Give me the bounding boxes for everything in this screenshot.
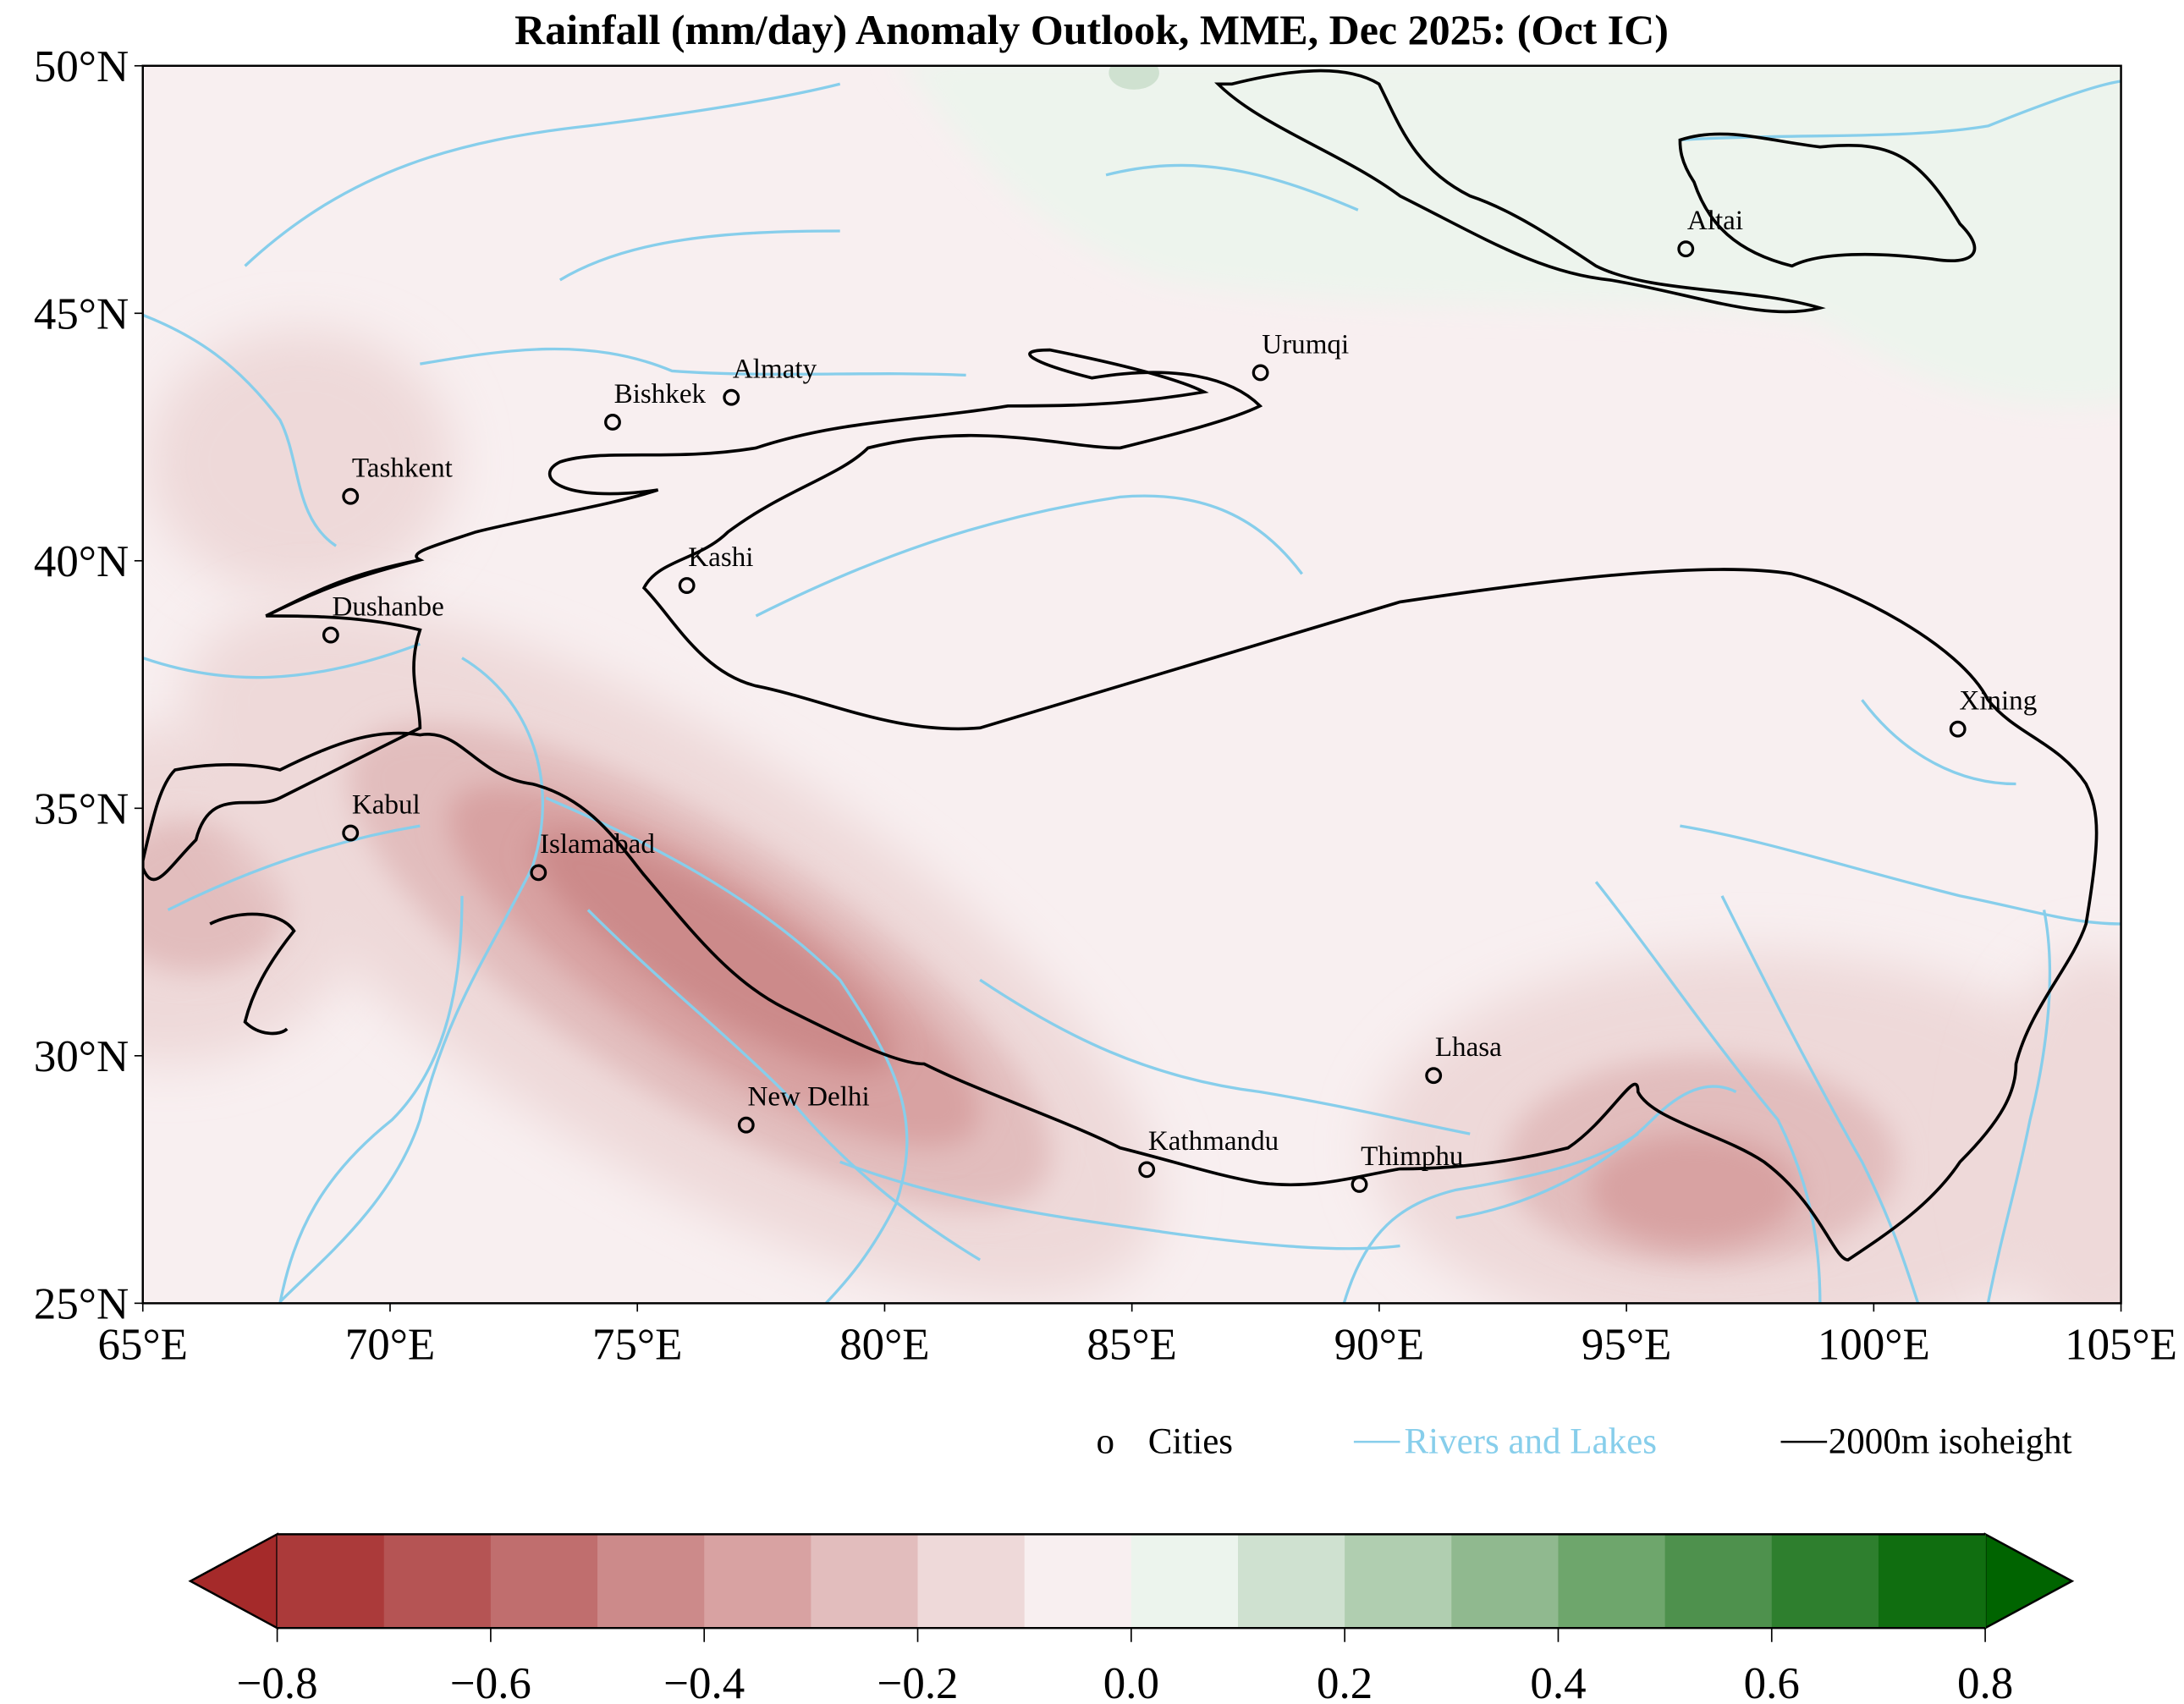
colorbar-bin — [1878, 1534, 1986, 1629]
colorbar-bin — [1771, 1534, 1879, 1629]
colorbar-tick-label: −0.4 — [663, 1659, 745, 1704]
colorbar-tick-label: −0.6 — [450, 1659, 531, 1704]
legend-rivers-label: Rivers and Lakes — [1404, 1421, 1657, 1461]
colorbar-bin — [704, 1534, 812, 1629]
colorbar-bin — [277, 1534, 385, 1629]
colorbar-bin — [1024, 1534, 1132, 1629]
x-tick-label: 65°E — [98, 1321, 188, 1370]
positive-anomaly-region — [903, 65, 2121, 406]
colorbar-bin — [1345, 1534, 1453, 1629]
y-tick-label: 45°N — [34, 289, 129, 338]
x-axis-ticks: 65°E 70°E 75°E 80°E 85°E 90°E 95°E 100°E 105°E — [98, 1303, 2177, 1370]
city-label: Bishkek — [614, 379, 707, 410]
colorbar-bin — [1558, 1534, 1666, 1629]
city-marker — [1351, 1176, 1368, 1193]
city-marker — [1138, 1161, 1156, 1179]
city-marker — [723, 388, 740, 406]
colorbar-tick-label: 0.2 — [1317, 1659, 1373, 1704]
colorbar-bin — [383, 1534, 492, 1629]
legend-cities-label: Cities — [1148, 1421, 1233, 1461]
y-tick-label: 50°N — [34, 42, 129, 91]
y-tick-label: 30°N — [34, 1032, 129, 1081]
colorbar-under-arrow — [188, 1532, 278, 1630]
colorbar-bin — [917, 1534, 1026, 1629]
city-label: New Delhi — [747, 1082, 869, 1113]
x-tick-label: 70°E — [345, 1321, 435, 1370]
city-label: Thimphu — [1361, 1141, 1463, 1172]
colorbar-tick-label: 0.0 — [1103, 1659, 1159, 1704]
city-marker — [1949, 720, 1967, 738]
x-tick-label: 85°E — [1086, 1321, 1176, 1370]
city-marker — [1677, 240, 1695, 258]
city-marker — [1425, 1067, 1443, 1085]
city-label: Islamabad — [540, 829, 655, 860]
colorbar-bin — [811, 1534, 919, 1629]
colorbar-bin — [1237, 1534, 1345, 1629]
x-tick-label: 95°E — [1582, 1321, 1671, 1370]
city-marker — [1252, 364, 1269, 382]
map-area: Altai Urumqi Almaty Bishkek Tashkent Kashi Dus… — [142, 65, 2121, 1304]
colorbar-bin — [597, 1534, 706, 1629]
map-legend: o Cities Rivers and Lakes 2000m isoheigh… — [1096, 1421, 2071, 1461]
city-markers: Altai Urumqi Almaty Bishkek Tashkent Kashi Dus… — [322, 206, 2037, 1193]
y-tick-label: 40°N — [34, 537, 129, 586]
colorbar-over-arrow — [1983, 1532, 2075, 1630]
city-label: Kabul — [352, 789, 421, 820]
x-tick-label: 75°E — [592, 1321, 682, 1370]
colorbar-bin — [1451, 1534, 1560, 1629]
city-marker — [322, 626, 339, 644]
y-tick-label: 25°N — [34, 1280, 129, 1329]
city-marker — [678, 577, 696, 594]
y-tick-label: 35°N — [34, 785, 129, 834]
city-label: Kathmandu — [1148, 1126, 1279, 1157]
colorbar-bin — [1131, 1534, 1239, 1629]
city-marker — [342, 487, 360, 505]
city-label: Xining — [1959, 686, 2037, 717]
city-marker — [737, 1116, 755, 1134]
city-label: Almaty — [733, 355, 817, 385]
city-marker — [604, 414, 621, 431]
chart-title: Rainfall (mm/day) Anomaly Outlook, MME, … — [514, 6, 1669, 53]
colorbar-bin — [1664, 1534, 1773, 1629]
x-tick-label: 80°E — [839, 1321, 929, 1370]
colorbar-tick-label: −0.2 — [877, 1659, 959, 1704]
city-label: Lhasa — [1435, 1032, 1502, 1063]
city-label: Kashi — [688, 542, 753, 573]
legend-isoheight-label: 2000m isoheight — [1829, 1421, 2072, 1461]
x-tick-label: 105°E — [2065, 1321, 2177, 1370]
x-tick-label: 100°E — [1818, 1321, 1930, 1370]
city-marker — [342, 824, 360, 842]
legend-cities-marker: o — [1096, 1421, 1114, 1461]
city-label: Altai — [1687, 206, 1743, 236]
y-axis-ticks: 25°N 30°N 35°N 40°N 45°N 50°N — [34, 42, 143, 1329]
x-tick-label: 90°E — [1334, 1321, 1424, 1370]
isoheight-2000m — [142, 69, 2099, 1262]
city-label: Dushanbe — [333, 591, 444, 622]
city-label: Urumqi — [1262, 329, 1349, 360]
colorbar-tick-label: −0.8 — [237, 1659, 318, 1704]
city-label: Tashkent — [352, 453, 453, 484]
colorbar-bin — [490, 1534, 598, 1629]
colorbar: −0.8 −0.6 −0.4 −0.2 0.0 0.2 0.4 0.6 0.8 — [188, 1532, 2075, 1704]
rivers-and-lakes — [142, 80, 2121, 1304]
colorbar-tick-label: 0.4 — [1530, 1659, 1586, 1704]
negative-anomaly-regions — [142, 328, 2121, 1304]
city-marker — [530, 864, 547, 882]
colorbar-tick-label: 0.8 — [1957, 1659, 2013, 1704]
colorbar-tick-label: 0.6 — [1744, 1659, 1800, 1704]
